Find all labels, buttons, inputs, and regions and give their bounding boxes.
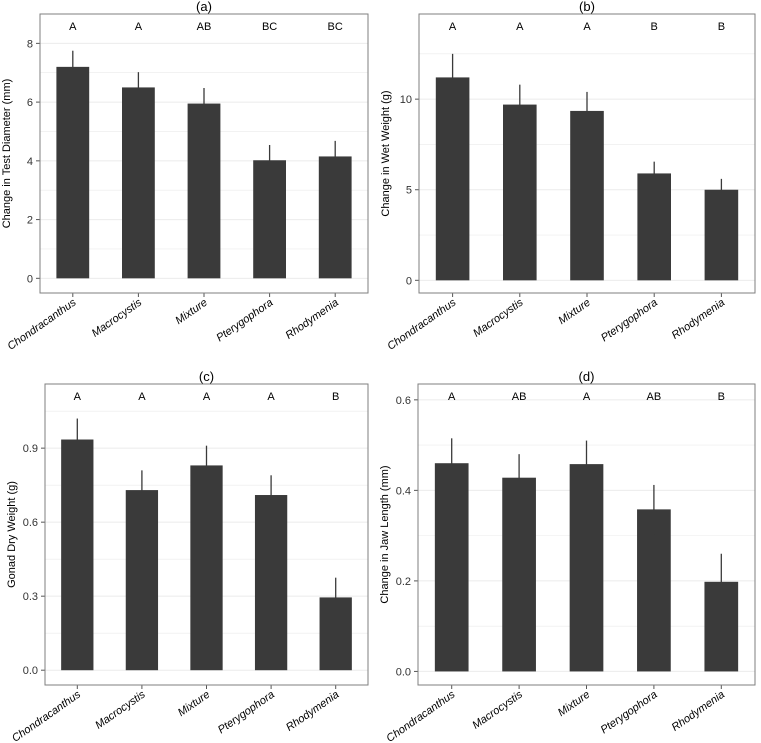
x-tick-label: Pterygophora: [216, 689, 277, 737]
panel-border: [44, 383, 369, 686]
bar-macrocystis: [122, 87, 155, 279]
significance-label: AB: [647, 391, 662, 403]
y-tick-label: 0.0: [396, 666, 411, 678]
significance-label: A: [138, 391, 146, 403]
x-tick-label: Macrocystis: [471, 296, 526, 339]
panel-border: [418, 13, 756, 294]
y-axis-title: Change in Test Diameter (mm): [1, 79, 13, 229]
y-tick-label: 0: [406, 275, 412, 287]
y-tick-label: 0.6: [23, 517, 38, 529]
significance-label: A: [135, 21, 143, 33]
significance-label: BC: [328, 21, 343, 33]
y-tick-label: 5: [406, 185, 412, 197]
panel-title: (c): [199, 369, 214, 384]
y-axis-title: Change in Jaw Length (mm): [379, 465, 391, 603]
y-tick-label: 4: [27, 156, 33, 168]
y-tick-label: 0.6: [396, 395, 411, 407]
bar-pterygophora: [254, 495, 288, 671]
panel-border: [417, 383, 756, 686]
significance-label: A: [516, 21, 524, 33]
panel-title: (b): [579, 0, 595, 14]
bar-rhodymenia: [704, 189, 739, 281]
bar-macrocystis: [502, 477, 536, 672]
y-tick-label: 10: [400, 94, 412, 106]
x-tick-label: Pterygophora: [214, 297, 275, 345]
y-axis-title: Gonad Dry Weight (g): [6, 481, 18, 588]
x-tick-label: Rhodymenia: [283, 297, 340, 342]
y-tick-label: 6: [27, 97, 33, 109]
significance-label: A: [74, 391, 82, 403]
bar-chondracanthus: [61, 439, 94, 671]
bar-chondracanthus: [56, 66, 90, 279]
significance-label: AB: [197, 21, 212, 33]
y-tick-label: 2: [27, 215, 33, 227]
panel-title: (d): [579, 369, 595, 384]
significance-label: A: [448, 391, 456, 403]
bar-mixture: [190, 465, 223, 671]
x-tick-label: Pterygophora: [599, 689, 660, 737]
bar-mixture: [187, 103, 221, 279]
significance-label: A: [449, 21, 457, 33]
y-tick-label: 0.0: [23, 665, 38, 677]
y-tick-label: 0.2: [396, 576, 411, 588]
x-tick-label: Mixture: [556, 297, 592, 328]
significance-label: B: [718, 21, 725, 33]
x-tick-label: Macrocystis: [470, 688, 525, 731]
bar-pterygophora: [637, 509, 671, 672]
y-tick-label: 8: [27, 38, 33, 50]
chart-panel-4: 0.00.20.40.6 AChondracanthusABMacrocystis…: [379, 369, 756, 743]
bar-mixture: [569, 464, 604, 672]
x-tick-label: Macrocystis: [93, 688, 148, 731]
bar-chondracanthus: [435, 77, 470, 281]
significance-label: A: [583, 391, 591, 403]
x-tick-label: Rhodymenia: [670, 297, 727, 342]
x-tick-label: Chondracanthus: [384, 688, 457, 743]
x-tick-label: Macrocystis: [90, 296, 145, 339]
significance-label: A: [203, 391, 211, 403]
bar-mixture: [570, 110, 604, 281]
significance-label: B: [332, 391, 339, 403]
chart-panel-1: 0 2 4 6 8 A Chondracanthus A Macrocystis AB Mixtur…: [1, 0, 369, 353]
chart-panel-2: 0 5 10 A Chondracanthus A Macrocystis A Mixture B…: [380, 0, 756, 353]
significance-label: AB: [512, 391, 527, 403]
x-tick-label: Chondracanthus: [385, 296, 458, 352]
y-tick-label: 0.4: [396, 485, 411, 497]
significance-label: A: [69, 21, 77, 33]
bar-rhodymenia: [318, 156, 352, 279]
significance-label: BC: [262, 21, 277, 33]
y-tick-label: 0.3: [23, 591, 38, 603]
x-tick-label: Rhodymenia: [670, 689, 727, 734]
x-tick-label: Chondracanthus: [6, 296, 79, 352]
panel-border: [39, 13, 369, 294]
significance-label: A: [583, 21, 591, 33]
panel-title: (a): [196, 0, 212, 14]
y-tick-label: 0: [27, 273, 33, 285]
chart-panel-3: 0.0 0.3 0.6 0.9 A Chondracanthus A Macrocystis A…: [6, 369, 369, 743]
y-tick-label: 0.9: [23, 443, 38, 455]
significance-label: B: [651, 21, 658, 33]
bar-pterygophora: [637, 173, 671, 281]
significance-label: A: [267, 391, 275, 403]
bar-chondracanthus: [434, 463, 469, 672]
significance-label: B: [718, 391, 725, 403]
bar-macrocystis: [125, 490, 159, 671]
x-tick-label: Mixture: [556, 689, 592, 720]
bar-pterygophora: [253, 160, 286, 279]
x-tick-label: Pterygophora: [599, 297, 660, 345]
x-tick-label: Chondracanthus: [10, 688, 83, 743]
bar-macrocystis: [503, 104, 537, 281]
x-tick-label: Rhodymenia: [284, 689, 341, 734]
x-tick-label: Mixture: [176, 689, 212, 720]
y-axis-title: Change in Wet Weight (g): [380, 90, 392, 216]
x-tick-label: Mixture: [173, 297, 209, 328]
